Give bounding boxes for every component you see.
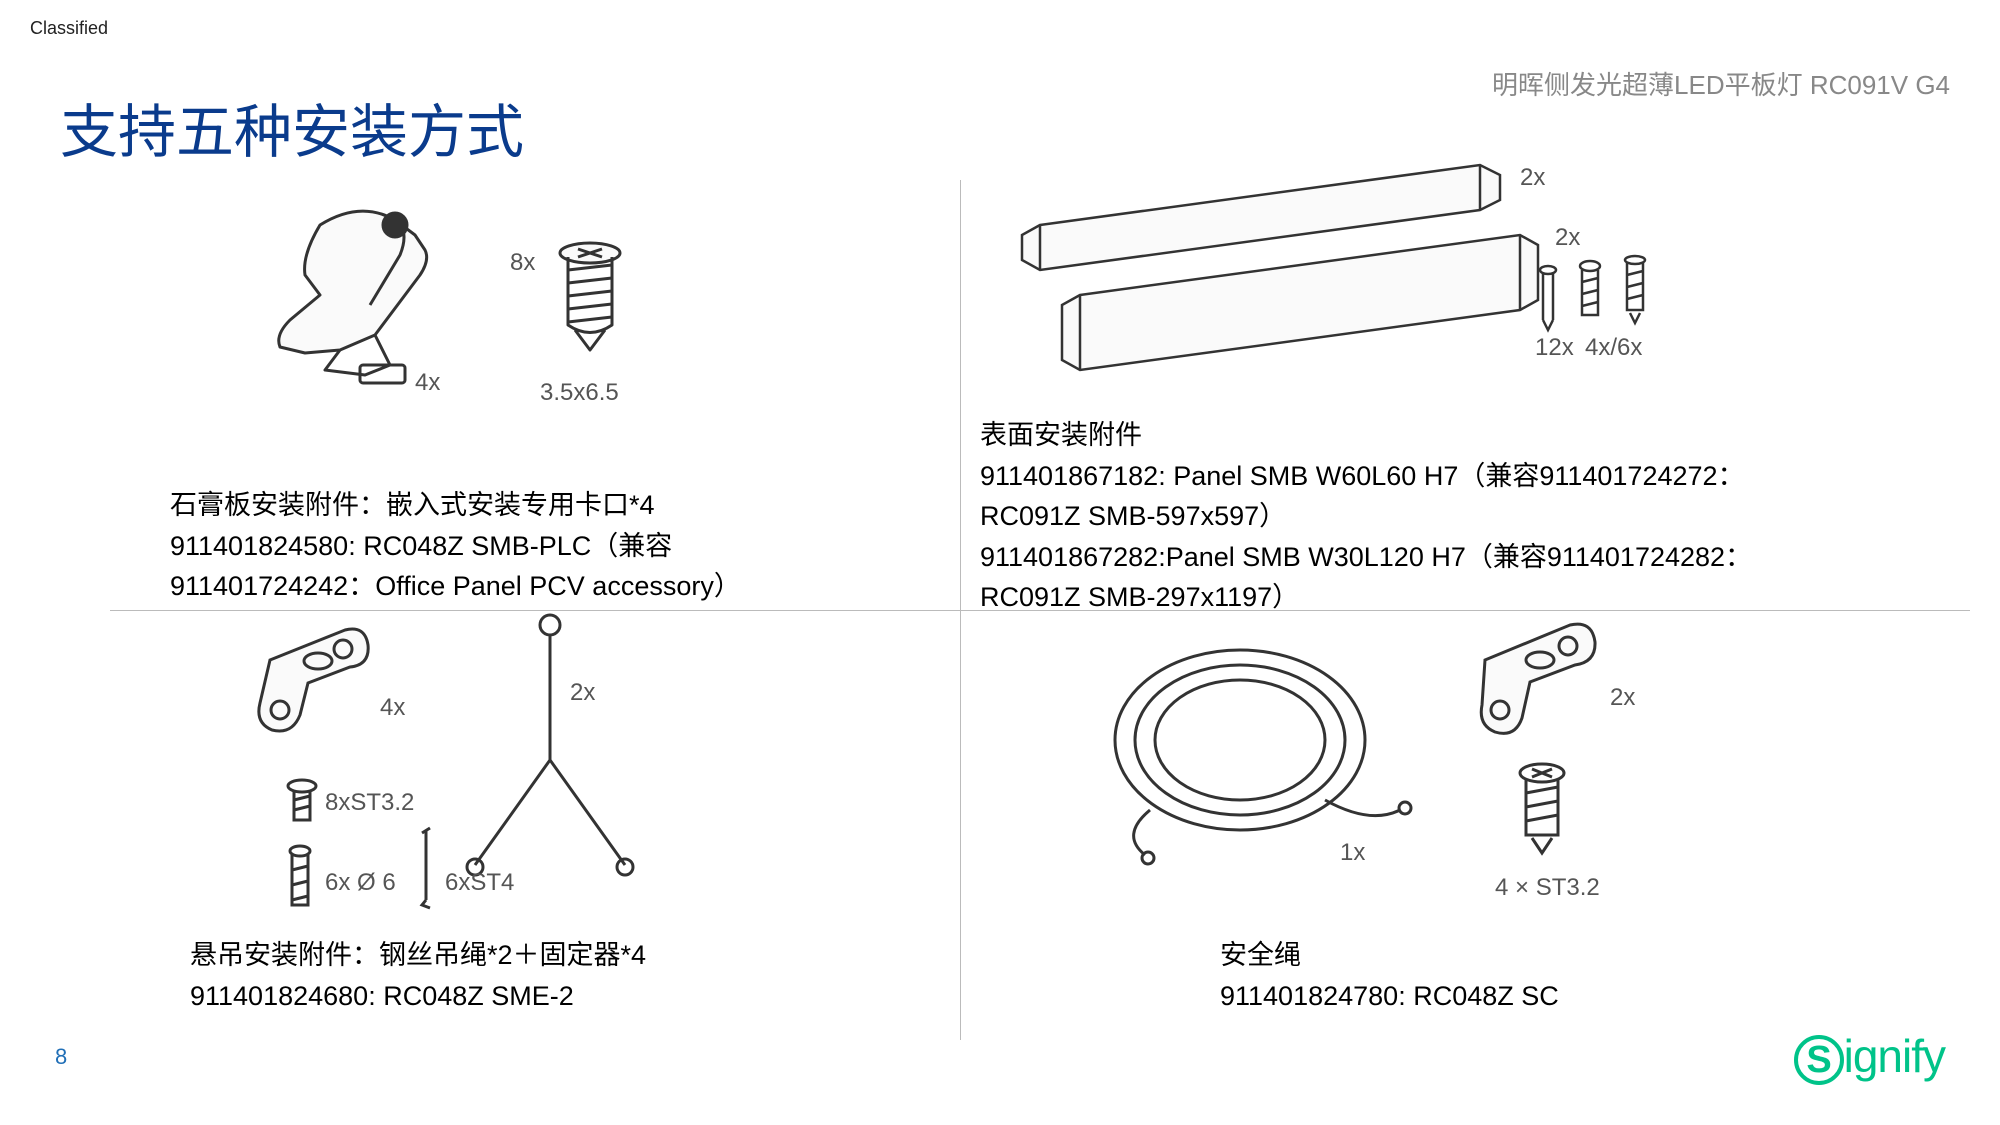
rope-diagram: 1x 2x 4 × ST3.2 [1090, 610, 1710, 920]
bracket-qty: 4x [380, 694, 405, 721]
clip-diagram: 4x 8x 3.5x6.5 [220, 175, 740, 445]
suspension-diagram: 4x 2x 8xST3.2 6x Ø 6 6xST4 [230, 605, 750, 925]
caption-line: 安全绳 [1220, 935, 1559, 976]
caption-br: 安全绳 911401824780: RC048Z SC [1220, 935, 1559, 1016]
caption-line: 表面安装附件 [980, 415, 1752, 456]
screw1-label: 8xST3.2 [325, 789, 414, 816]
cable-qty: 1x [1340, 839, 1365, 866]
product-label: 明晖侧发光超薄LED平板灯 RC091V G4 [1492, 65, 1950, 102]
caption-line: 911401824680: RC048Z SME-2 [190, 976, 646, 1017]
logo-s-icon: S [1794, 1035, 1844, 1085]
screws-qty: 12x [1535, 334, 1574, 361]
quadrant-bottom-left: 4x 2x 8xST3.2 6x Ø 6 6xST4 悬吊安装附件：钢丝吊绳*2… [110, 595, 960, 1035]
screw2-label: 6xST4 [445, 869, 514, 896]
page-number: 8 [55, 1044, 67, 1070]
caption-line: 911401824580: RC048Z SMB-PLC（兼容 [170, 526, 741, 567]
quadrant-top-right: 2x 2x 12x 4x/6x 表面安装附件 911401867182: Pan… [960, 175, 1930, 595]
caption-tl: 石膏板安装附件：嵌入式安装专用卡口*4 911401824580: RC048Z… [170, 485, 741, 607]
caption-line: 911401867282:Panel SMB W30L120 H7（兼容9114… [980, 537, 1752, 578]
caption-bl: 悬吊安装附件：钢丝吊绳*2＋固定器*4 911401824680: RC048Z… [190, 935, 646, 1016]
caption-line: 911401824780: RC048Z SC [1220, 976, 1559, 1017]
caption-tr: 表面安装附件 911401867182: Panel SMB W60L60 H7… [980, 415, 1752, 618]
classified-label: Classified [30, 18, 108, 39]
logo-text: ignify [1844, 1030, 1945, 1082]
signify-logo: Signify [1794, 1029, 1945, 1085]
content-grid: 4x 8x 3.5x6.5 石膏板安装附件：嵌入式安装专用卡口*4 911401… [110, 175, 1940, 1035]
bracket-qty-br: 2x [1610, 684, 1635, 711]
caption-line: RC091Z SMB-597x597） [980, 496, 1752, 537]
screw-size: 3.5x6.5 [540, 379, 619, 406]
wire-qty: 2x [570, 679, 595, 706]
caption-line: 悬吊安装附件：钢丝吊绳*2＋固定器*4 [190, 935, 646, 976]
clip-qty: 4x [415, 369, 440, 396]
quadrant-bottom-right: 1x 2x 4 × ST3.2 安全绳 911401824780: RC048Z… [960, 595, 1930, 1035]
screw-qty: 8x [510, 249, 535, 276]
rail-diagram: 2x 2x 12x 4x/6x [980, 155, 1700, 415]
caption-line: 石膏板安装附件：嵌入式安装专用卡口*4 [170, 485, 741, 526]
rail2-qty: 2x [1555, 224, 1580, 251]
anchor-label: 6x Ø 6 [325, 869, 396, 896]
caption-line: 911401867182: Panel SMB W60L60 H7（兼容9114… [980, 456, 1752, 497]
quadrant-top-left: 4x 8x 3.5x6.5 石膏板安装附件：嵌入式安装专用卡口*4 911401… [110, 175, 960, 595]
anchor-qty: 4x/6x [1585, 334, 1642, 361]
rail1-qty: 2x [1520, 164, 1545, 191]
screw-label-br: 4 × ST3.2 [1495, 874, 1600, 901]
page-title: 支持五种安装方式 [60, 85, 524, 169]
